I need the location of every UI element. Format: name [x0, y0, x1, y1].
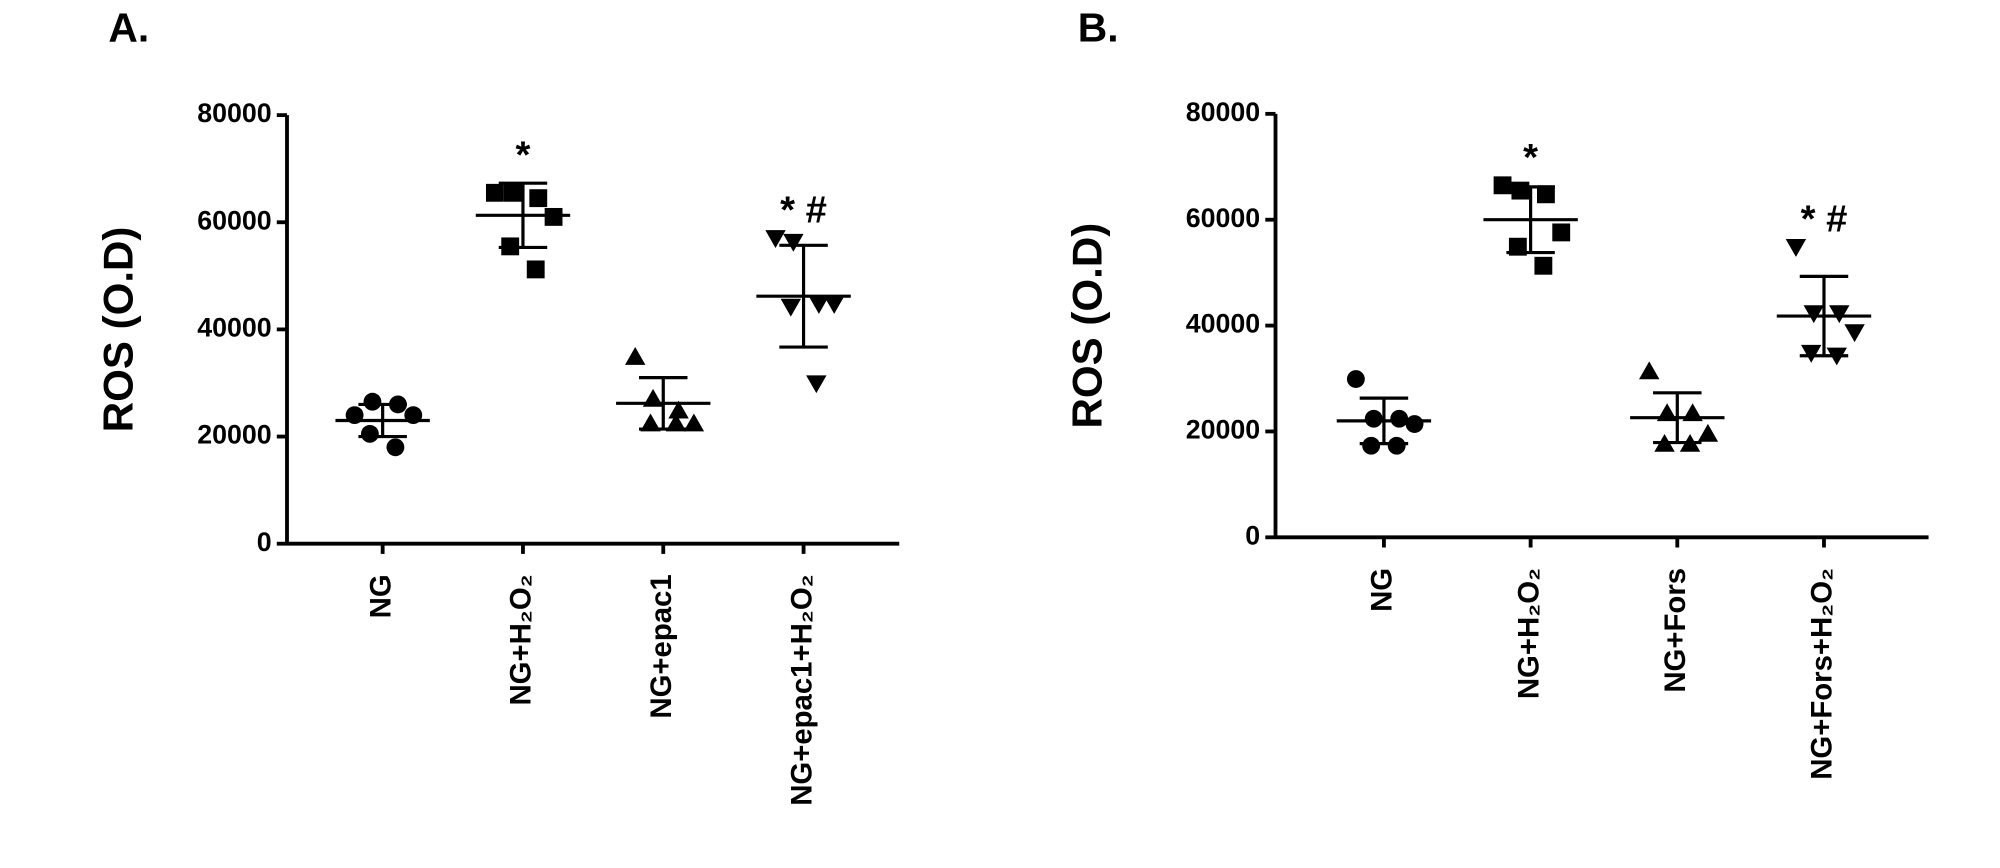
data-point: [1844, 324, 1865, 343]
y-tick-label: 80000: [197, 98, 271, 128]
significance-mark: *: [516, 134, 531, 177]
data-point: [783, 233, 804, 252]
y-tick-label: 0: [257, 527, 272, 557]
data-point: [1829, 305, 1850, 324]
data-point: [1405, 415, 1424, 433]
error-bar: [1359, 396, 1409, 446]
data-point: [683, 413, 705, 432]
x-tick-label: NG: [364, 574, 397, 618]
significance-mark: * #: [1801, 197, 1848, 240]
y-tick-label: 20000: [197, 420, 271, 450]
data-point: [1697, 423, 1719, 442]
y-tick-label: 80000: [1186, 97, 1260, 127]
data-point: [526, 260, 545, 279]
y-tick-label: 0: [1245, 520, 1260, 550]
y-tick-label: 40000: [1186, 309, 1260, 339]
significance-mark: * #: [780, 188, 827, 231]
panel-label: A.: [108, 5, 149, 51]
y-tick-label: 60000: [197, 205, 271, 235]
data-point: [386, 438, 405, 457]
data-point: [1493, 176, 1512, 195]
y-axis-label: ROS (O.D): [94, 227, 141, 433]
x-tick-label: NG+epac1: [645, 574, 678, 718]
data-point: [1346, 370, 1365, 388]
x-tick-label: NG+Fors+H₂O₂: [1806, 568, 1839, 780]
data-point: [1785, 239, 1807, 257]
error-bar: [358, 402, 407, 439]
data-point: [529, 189, 548, 208]
y-tick-label: 60000: [1186, 203, 1260, 233]
significance-mark: *: [1523, 136, 1538, 179]
data-point: [485, 183, 504, 202]
y-axis-label: ROS (O.D): [1064, 223, 1111, 429]
error-bar: [1799, 274, 1849, 358]
x-tick-label: NG: [1366, 568, 1399, 612]
error-bar: [1653, 391, 1702, 445]
data-point: [1639, 361, 1660, 380]
data-point: [1803, 305, 1824, 324]
data-point: [640, 413, 661, 432]
x-tick-label: NG+epac1+H₂O₂: [785, 574, 818, 805]
data-point: [780, 298, 802, 317]
data-point: [360, 424, 379, 443]
data-point: [1364, 409, 1383, 428]
data-point: [665, 413, 687, 432]
error-bar: [639, 376, 688, 431]
data-point: [1552, 223, 1571, 242]
panel-label: B.: [1078, 5, 1119, 51]
data-point: [544, 207, 563, 226]
data-point: [668, 400, 689, 419]
x-tick-label: NG+H₂O₂: [1512, 568, 1545, 699]
error-bar: [498, 181, 548, 250]
data-point: [1534, 256, 1553, 275]
data-point: [765, 230, 786, 249]
data-point: [823, 296, 845, 314]
data-point: [1390, 409, 1409, 428]
y-tick-label: 40000: [197, 312, 271, 342]
error-bar: [779, 243, 828, 349]
data-point: [625, 347, 646, 365]
y-tick-label: 20000: [1186, 415, 1260, 445]
error-bar: [1506, 185, 1555, 255]
data-point: [1387, 436, 1406, 455]
data-point: [808, 296, 830, 314]
data-point: [503, 183, 522, 202]
data-point: [1801, 344, 1822, 363]
data-point: [1511, 181, 1530, 200]
data-point: [806, 375, 827, 394]
data-point: [1536, 185, 1555, 204]
x-tick-label: NG+Fors: [1659, 568, 1692, 693]
x-tick-label: NG+H₂O₂: [505, 574, 538, 705]
data-point: [1362, 436, 1381, 455]
data-point: [363, 392, 382, 411]
